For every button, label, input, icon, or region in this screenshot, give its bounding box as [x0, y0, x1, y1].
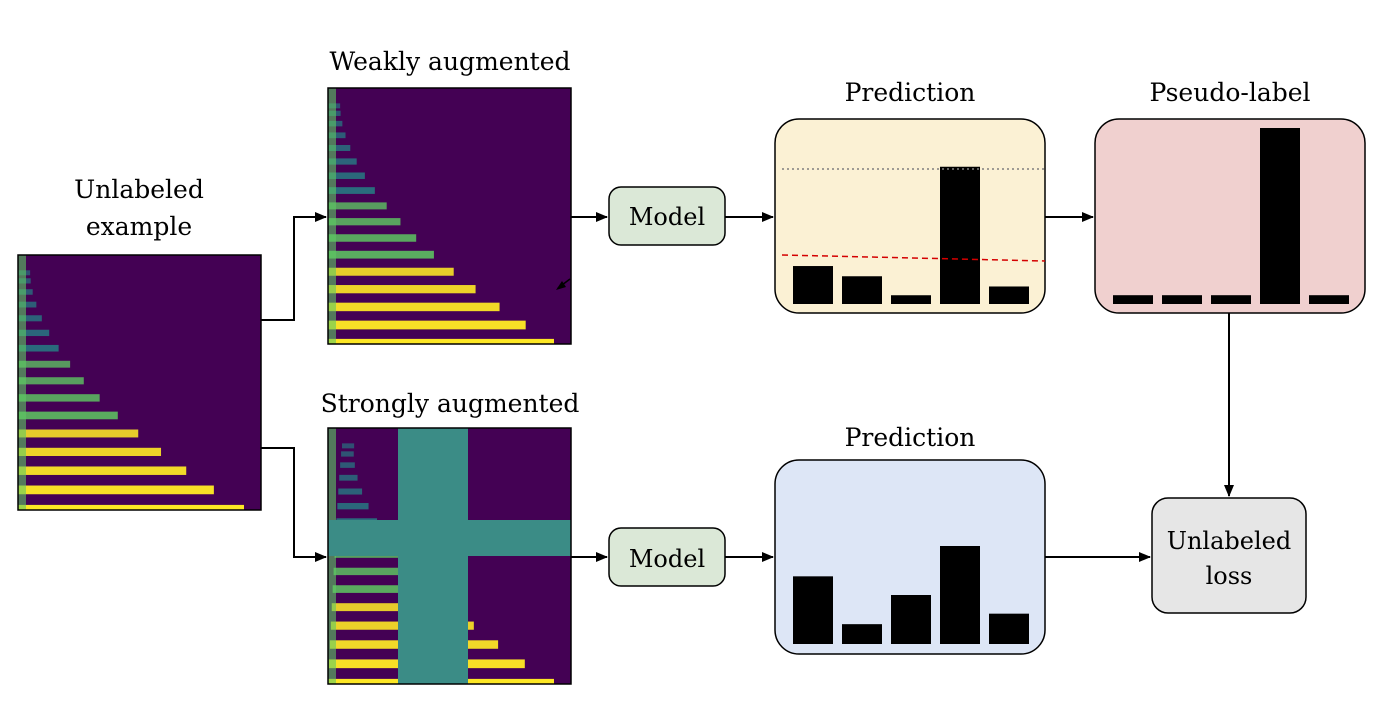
prediction-bottom-bar-1 — [793, 576, 833, 644]
harmonic-band — [18, 466, 187, 475]
prediction-top-bar-1 — [793, 266, 833, 304]
arrow-to-weak — [261, 212, 327, 321]
harmonic-band — [18, 411, 118, 420]
model-bottom-text: Model — [629, 545, 705, 573]
harmonic-band — [328, 172, 365, 179]
harmonic-band — [18, 394, 100, 402]
harmonic-band — [342, 443, 355, 449]
unlabeled-example-label-line1: Unlabeled — [74, 175, 204, 204]
pseudo-label-bar-3 — [1211, 295, 1251, 304]
prediction-top-box — [774, 118, 1046, 314]
harmonic-band — [341, 451, 354, 457]
harmonic-band — [328, 267, 454, 276]
model-top-text: Model — [629, 203, 705, 231]
strong-spectrogram — [328, 428, 571, 684]
harmonic-band — [328, 234, 417, 242]
pseudo-label-box — [1094, 118, 1366, 314]
weakly-augmented-label: Weakly augmented — [329, 47, 570, 76]
harmonic-band — [328, 158, 357, 165]
unlabeled-spectrogram-frame — [17, 254, 262, 511]
harmonic-band — [18, 485, 214, 495]
low-frequency-edge — [18, 255, 26, 510]
prediction-bottom-bar-5 — [989, 613, 1029, 644]
harmonic-band — [18, 377, 84, 385]
frequency-mask — [328, 520, 571, 556]
harmonic-band — [328, 144, 351, 151]
harmonic-band — [18, 429, 139, 438]
harmonic-band — [338, 488, 363, 495]
pseudo-label-title: Pseudo-label — [1149, 78, 1310, 107]
harmonic-band — [331, 603, 452, 612]
harmonic-band — [328, 218, 401, 226]
pseudo-label-bar-1 — [1113, 295, 1153, 304]
threshold-dashed-line — [781, 254, 1046, 262]
loss-text-line2: loss — [1206, 562, 1253, 590]
harmonic-band — [18, 504, 244, 510]
harmonic-band — [328, 302, 500, 312]
harmonic-band — [328, 132, 346, 139]
prediction-bottom-bar-3 — [891, 595, 931, 644]
low-frequency-edge — [328, 88, 336, 344]
harmonic-band — [337, 503, 369, 510]
prediction-top-label: Prediction — [845, 78, 976, 107]
prediction-bottom-bar-2 — [842, 624, 882, 644]
harmonic-band — [328, 250, 434, 259]
loss-text-line1: Unlabeled — [1167, 527, 1291, 555]
harmonic-band — [328, 320, 526, 330]
harmonic-band — [340, 462, 355, 468]
harmonic-band — [328, 285, 476, 294]
model-box-top: Model — [608, 186, 726, 246]
harmonic-band — [328, 187, 375, 194]
unlabeled-example-label-line2: example — [86, 212, 192, 241]
strongly-augmented-label: Strongly augmented — [321, 389, 580, 418]
harmonic-band — [18, 447, 162, 456]
harmonic-band — [328, 338, 554, 344]
unlabeled-loss-box: Unlabeled loss — [1151, 497, 1307, 614]
prediction-bottom-bar-4 — [940, 546, 980, 644]
prediction-bottom-label: Prediction — [845, 423, 976, 452]
harmonic-band — [333, 567, 416, 576]
model-box-bottom: Model — [608, 527, 726, 587]
harmonic-band — [328, 202, 387, 210]
pseudo-label-bar-5 — [1309, 295, 1349, 304]
harmonic-band — [18, 329, 50, 337]
harmonic-band — [18, 360, 71, 368]
unlabeled-spectrogram — [18, 255, 261, 510]
weak-spectrogram — [328, 88, 571, 344]
prediction-top-bar-5 — [989, 286, 1029, 304]
harmonic-band — [18, 344, 59, 352]
prediction-top-bar-4 — [940, 166, 980, 304]
harmonic-band — [339, 474, 358, 481]
harmonic-band — [332, 585, 433, 593]
harmonic-band — [18, 301, 37, 308]
pseudo-label-bar-2 — [1162, 295, 1202, 304]
prediction-bottom-box — [774, 459, 1046, 655]
pseudo-label-bar-4 — [1260, 128, 1300, 304]
harmonic-band — [18, 315, 42, 322]
arrow-to-strong — [261, 447, 327, 562]
prediction-top-bar-2 — [842, 276, 882, 304]
prediction-top-bar-3 — [891, 295, 931, 304]
cursor-arrow-head-icon — [556, 281, 566, 290]
